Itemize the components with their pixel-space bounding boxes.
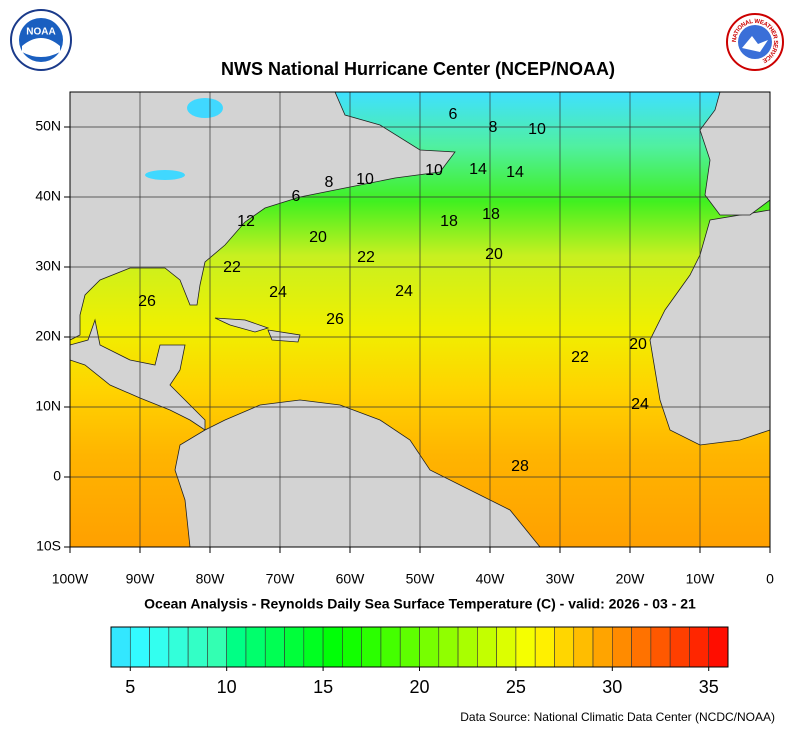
colorbar-box bbox=[534, 626, 555, 668]
contour-label: 26 bbox=[138, 293, 156, 310]
contour-label: 22 bbox=[223, 259, 241, 276]
contour-label: 20 bbox=[485, 246, 503, 263]
colorbar-box bbox=[342, 626, 362, 668]
colorbar-box bbox=[245, 626, 266, 668]
contour-label: 6 bbox=[449, 106, 458, 123]
colorbar-tick-label: 20 bbox=[409, 677, 429, 697]
nws-logo: NATIONAL WEATHER SERVICE bbox=[726, 13, 784, 71]
grid bbox=[70, 92, 770, 547]
contour-label: 24 bbox=[395, 283, 413, 300]
y-tick-label: 50N bbox=[35, 118, 61, 134]
colorbar-box bbox=[689, 626, 710, 668]
y-tick-label: 10S bbox=[36, 538, 61, 554]
colorbar-box bbox=[110, 626, 131, 668]
contour-label: 12 bbox=[237, 213, 255, 230]
colorbar-box bbox=[149, 626, 170, 668]
x-tick-label: 0 bbox=[766, 571, 774, 587]
contour-label: 10 bbox=[425, 162, 443, 179]
contour-label: 20 bbox=[309, 229, 327, 246]
noaa-logo: NOAA bbox=[10, 9, 72, 71]
contour-label: 10 bbox=[528, 121, 546, 138]
colorbar-tick-label: 10 bbox=[217, 677, 237, 697]
colorbar-box bbox=[226, 626, 247, 668]
colorbar-box bbox=[438, 626, 459, 668]
y-tick-label: 40N bbox=[35, 188, 61, 204]
colorbar-box bbox=[554, 626, 575, 668]
axis-ticks: 100W 90W 80W 70W 60W 50W 40W 30W 20W 10W 0 50N 40N 30… bbox=[35, 118, 774, 587]
colorbar-box bbox=[361, 626, 382, 668]
x-tick-label: 20W bbox=[616, 571, 646, 587]
colorbar: 5 10 15 20 25 30 35 bbox=[110, 626, 729, 697]
colorbar-box bbox=[650, 626, 671, 668]
x-tick-label: 10W bbox=[686, 571, 716, 587]
colorbar-box bbox=[708, 626, 729, 668]
contour-label: 28 bbox=[511, 458, 529, 475]
contour-label: 20 bbox=[629, 336, 647, 353]
contour-label: 22 bbox=[357, 249, 375, 266]
contour-label: 8 bbox=[489, 119, 498, 136]
colorbar-box bbox=[207, 626, 227, 668]
colorbar-box bbox=[457, 626, 478, 668]
y-tick-label: 30N bbox=[35, 258, 61, 274]
land bbox=[70, 92, 770, 547]
colorbar-box bbox=[168, 626, 189, 668]
contour-label: 24 bbox=[269, 284, 287, 301]
x-tick-label: 100W bbox=[52, 571, 89, 587]
y-tick-label: 0 bbox=[53, 468, 61, 484]
colorbar-box bbox=[322, 626, 343, 668]
contour-label: 10 bbox=[356, 171, 374, 188]
contour-label: 8 bbox=[325, 174, 334, 191]
y-tick-label: 10N bbox=[35, 398, 61, 414]
hudson-bay bbox=[187, 98, 223, 118]
colorbar-box bbox=[303, 626, 324, 668]
caption: Ocean Analysis - Reynolds Daily Sea Surf… bbox=[144, 596, 696, 612]
great-lakes bbox=[145, 170, 185, 180]
x-tick-label: 90W bbox=[126, 571, 156, 587]
x-tick-label: 40W bbox=[476, 571, 506, 587]
y-tick-label: 20N bbox=[35, 328, 61, 344]
colorbar-box bbox=[612, 626, 632, 668]
contour-labels: 6 8 10 10 14 14 10 8 6 12 18 18 20 20 22 22 24 24 26 26 22 20… bbox=[138, 106, 649, 475]
contour-label: 18 bbox=[440, 213, 458, 230]
source: Data Source: National Climatic Data Cent… bbox=[460, 710, 775, 724]
colorbar-box bbox=[573, 626, 594, 668]
x-tick-label: 70W bbox=[266, 571, 296, 587]
x-tick-label: 50W bbox=[406, 571, 436, 587]
colorbar-box bbox=[592, 626, 613, 668]
colorbar-box bbox=[399, 626, 420, 668]
contour-label: 22 bbox=[571, 349, 589, 366]
contour-label: 18 bbox=[482, 206, 500, 223]
colorbar-box bbox=[284, 626, 305, 668]
colorbar-box bbox=[187, 626, 208, 668]
colorbar-tick-label: 5 bbox=[125, 677, 135, 697]
title: NWS National Hurricane Center (NCEP/NOAA… bbox=[221, 59, 615, 79]
colorbar-box bbox=[264, 626, 285, 668]
colorbar-box bbox=[380, 626, 401, 668]
x-tick-label: 80W bbox=[196, 571, 226, 587]
x-tick-label: 30W bbox=[546, 571, 576, 587]
contour-label: 14 bbox=[469, 161, 487, 178]
colorbar-box bbox=[419, 626, 440, 668]
logo-text: NOAA bbox=[26, 27, 55, 38]
colorbar-box bbox=[669, 626, 690, 668]
map: 6 8 10 10 14 14 10 8 6 12 18 18 20 20 22 22 24 24 26 26 22 20… bbox=[70, 92, 770, 547]
colorbar-tick-label: 35 bbox=[699, 677, 719, 697]
colorbar-box bbox=[129, 626, 150, 668]
contour-label: 14 bbox=[506, 164, 524, 181]
colorbar-tick-label: 30 bbox=[602, 677, 622, 697]
colorbar-box bbox=[477, 626, 497, 668]
colorbar-box bbox=[631, 626, 652, 668]
contour-label: 26 bbox=[326, 311, 344, 328]
colorbar-box bbox=[496, 626, 517, 668]
colorbar-tick-label: 25 bbox=[506, 677, 526, 697]
contour-label: 6 bbox=[292, 188, 301, 205]
colorbar-tick-label: 15 bbox=[313, 677, 333, 697]
x-tick-label: 60W bbox=[336, 571, 366, 587]
colorbar-box bbox=[515, 626, 536, 668]
contour-label: 24 bbox=[631, 396, 649, 413]
